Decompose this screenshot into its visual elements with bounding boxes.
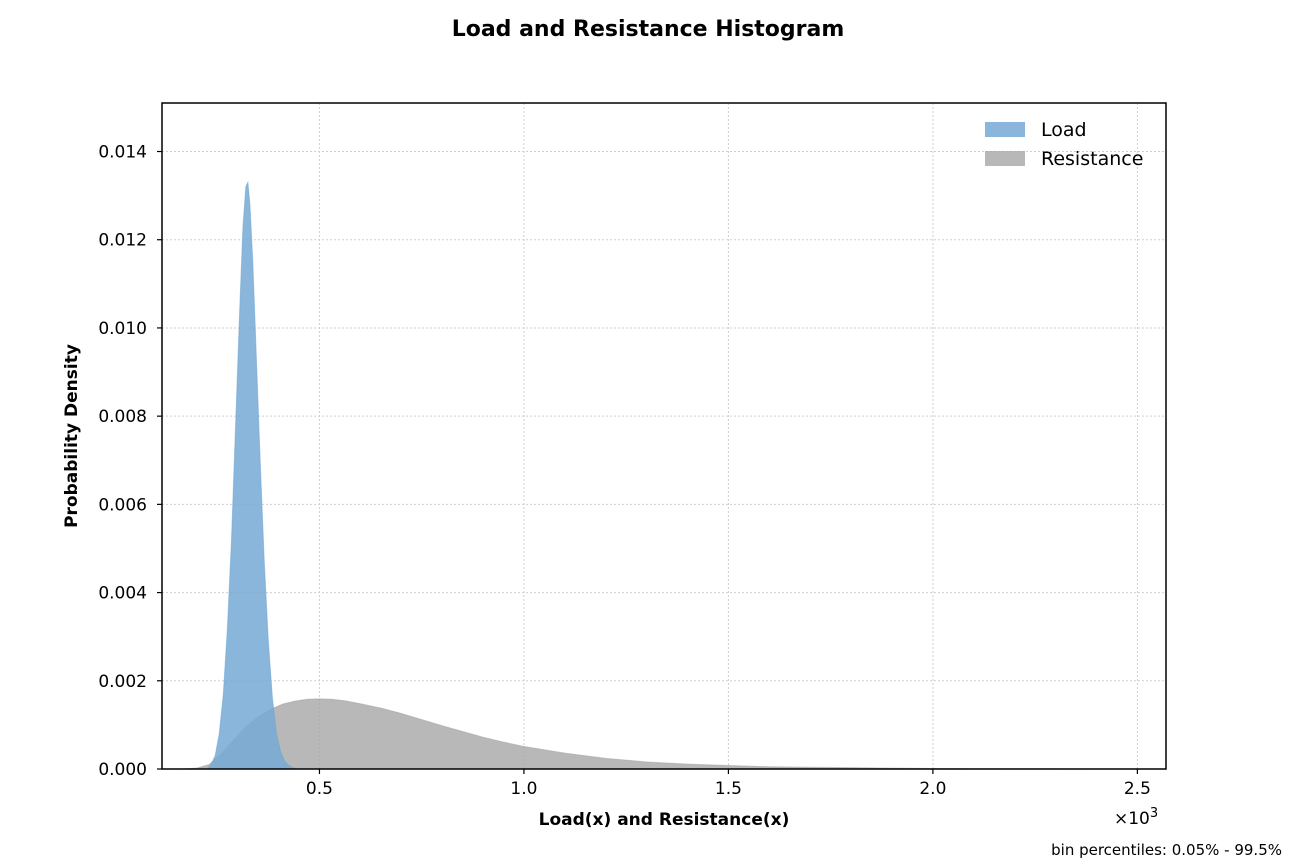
x-axis-multiplier-exponent: 3: [1150, 806, 1158, 821]
legend-label-load: Load: [1041, 119, 1087, 141]
x-tick-label: 2.0: [919, 779, 946, 799]
x-axis-multiplier-base: ×10: [1114, 809, 1150, 829]
y-axis-ticks: 0.000 0.002 0.004 0.006 0.008 0.010 0.012 0.014: [98, 143, 162, 780]
x-axis-label: Load(x) and Resistance(x): [539, 810, 790, 830]
y-tick-label: 0.014: [98, 143, 147, 163]
x-axis-multiplier: ×103: [1114, 806, 1158, 829]
x-tick-label: 2.5: [1124, 779, 1151, 799]
series-load-area: [205, 180, 298, 770]
legend-label-resistance: Resistance: [1041, 148, 1143, 170]
series-resistance-area: [180, 698, 1130, 770]
y-tick-label: 0.012: [98, 231, 147, 251]
y-tick-label: 0.000: [98, 760, 147, 780]
y-tick-label: 0.004: [98, 584, 147, 604]
x-tick-label: 1.0: [510, 779, 537, 799]
legend: Load Resistance: [985, 119, 1143, 170]
bin-percentiles-note: bin percentiles: 0.05% - 99.5%: [1051, 841, 1282, 859]
y-tick-label: 0.010: [98, 319, 147, 339]
x-tick-label: 0.5: [306, 779, 333, 799]
y-tick-label: 0.002: [98, 672, 147, 692]
y-axis-label: Probability Density: [62, 344, 82, 528]
x-tick-label: 1.5: [715, 779, 742, 799]
plot-frame: [161, 102, 1167, 770]
y-tick-label: 0.006: [98, 495, 147, 515]
legend-swatch-resistance: [985, 151, 1025, 166]
x-axis-ticks: 0.5 1.0 1.5 2.0 2.5: [306, 769, 1151, 799]
y-tick-label: 0.008: [98, 407, 147, 427]
chart-title: Load and Resistance Histogram: [452, 17, 845, 42]
grid-lines: [162, 103, 1166, 770]
legend-swatch-load: [985, 122, 1025, 137]
